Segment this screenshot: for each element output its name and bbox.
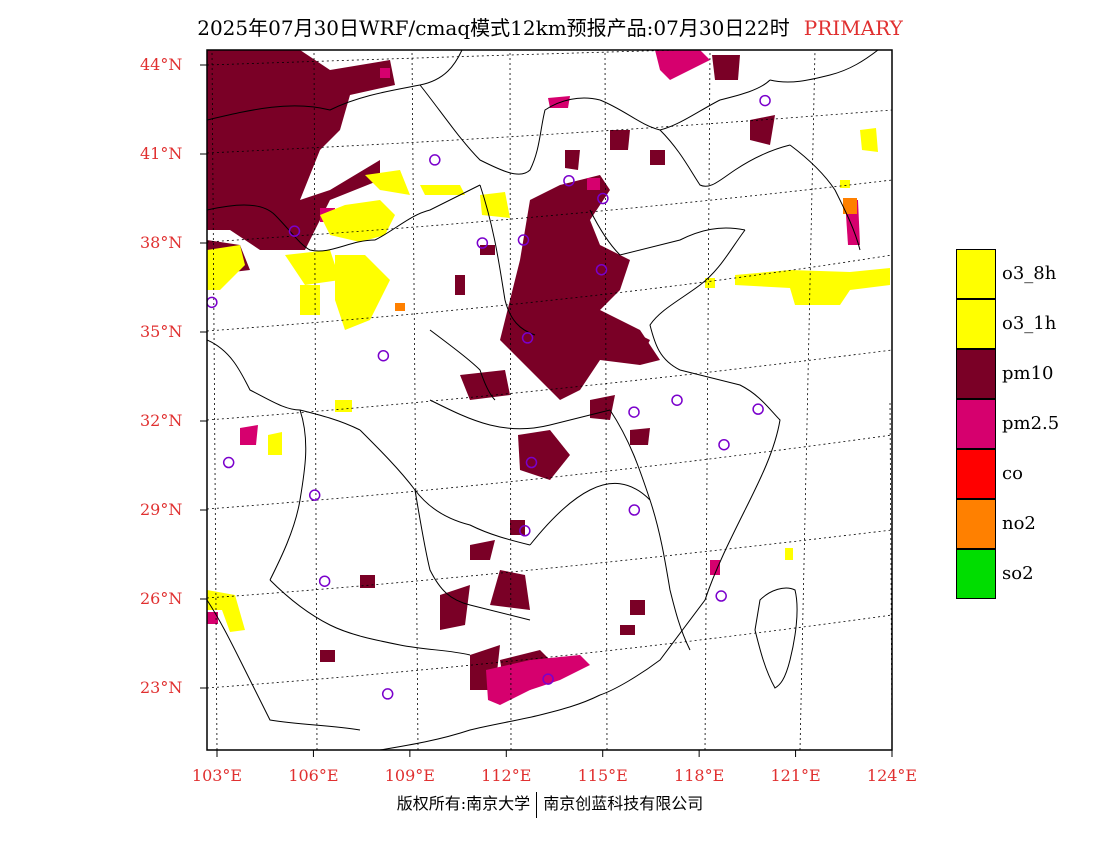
no2-areas xyxy=(395,198,857,311)
boundary-lines xyxy=(207,50,879,750)
latitude-label: 23°N xyxy=(140,678,183,697)
longitude-label: 124°E xyxy=(866,766,918,785)
city-station-marker xyxy=(628,504,641,516)
city-station-marker xyxy=(521,332,534,344)
city-station-marker xyxy=(525,456,538,469)
city-station-marker xyxy=(222,456,235,469)
city-station-marker xyxy=(429,154,441,166)
longitude-label: 103°E xyxy=(191,766,243,785)
footer-right: 南京创蓝科技有限公司 xyxy=(543,794,704,813)
axis-ticks xyxy=(200,64,893,757)
city-station-marker xyxy=(318,575,331,587)
city-station-marker xyxy=(377,349,390,362)
legend-swatch xyxy=(956,399,996,449)
longitude-label: 112°E xyxy=(481,766,532,785)
legend-swatch xyxy=(956,449,996,499)
map-title: 2025年07月30日WRF/cmaq模式12km预报产品:07月30日22时 P… xyxy=(0,12,1100,41)
longitude-label: 106°E xyxy=(288,766,339,785)
city-station-marker xyxy=(381,688,394,700)
longitude-label: 115°E xyxy=(577,766,628,785)
legend-label: pm10 xyxy=(1002,363,1054,384)
legend-swatch xyxy=(956,349,996,399)
longitude-label: 109°E xyxy=(384,766,435,785)
legend-label: pm2.5 xyxy=(1002,413,1060,434)
latitude-label: 41°N xyxy=(140,144,183,163)
city-station-marker xyxy=(597,192,609,205)
legend-swatch xyxy=(956,249,996,299)
city-station-marker xyxy=(718,438,730,451)
legend-label: o3_1h xyxy=(1002,313,1057,334)
city-station-marker xyxy=(542,673,554,685)
legend-label: co xyxy=(1002,463,1023,484)
city-station-marker xyxy=(517,234,530,246)
city-station-marker xyxy=(476,237,489,249)
legend-label: no2 xyxy=(1002,513,1036,534)
latitude-label: 26°N xyxy=(140,589,183,608)
city-station-marker xyxy=(628,406,640,418)
longitude-label: 118°E xyxy=(674,766,725,785)
city-station-marker xyxy=(288,225,301,237)
city-station-marker xyxy=(752,403,764,415)
footer-separator xyxy=(536,791,538,818)
legend-swatch xyxy=(956,499,996,549)
pm10-areas xyxy=(207,50,775,690)
map-frame xyxy=(206,49,893,751)
title-main: 2025年07月30日WRF/cmaq模式12km预报产品:07月30日22时 xyxy=(197,16,790,40)
station-markers xyxy=(195,94,771,700)
city-station-marker xyxy=(671,394,683,406)
city-station-marker xyxy=(759,94,771,107)
latitude-label: 29°N xyxy=(140,500,183,519)
latitude-label: 38°N xyxy=(140,233,183,252)
city-station-marker xyxy=(563,174,575,187)
copyright-footer: 版权所有:南京大学 南京创蓝科技有限公司 xyxy=(0,790,1100,818)
city-station-marker xyxy=(207,296,218,309)
city-station-marker xyxy=(195,624,205,634)
footer-left: 版权所有:南京大学 xyxy=(396,794,531,813)
legend-label: so2 xyxy=(1002,563,1034,584)
latitude-label: 32°N xyxy=(140,411,183,430)
title-primary-tag: PRIMARY xyxy=(803,16,903,40)
legend-swatch xyxy=(956,549,996,599)
city-station-marker xyxy=(715,590,727,602)
latitude-label: 44°N xyxy=(140,55,183,74)
city-station-marker xyxy=(519,525,531,537)
city-station-marker xyxy=(308,489,321,501)
graticule xyxy=(207,50,892,750)
o3-areas xyxy=(207,128,890,632)
longitude-label: 121°E xyxy=(770,766,821,785)
city-station-marker xyxy=(595,263,608,276)
latitude-label: 35°N xyxy=(140,322,183,341)
legend-label: o3_8h xyxy=(1002,263,1057,284)
legend-swatch xyxy=(956,299,996,349)
